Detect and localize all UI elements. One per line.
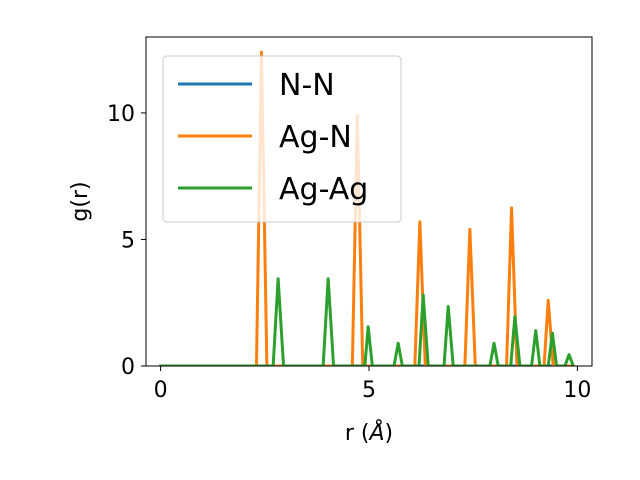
y-tick-label: 5	[121, 228, 135, 253]
tick-marks	[141, 112, 578, 371]
legend-label-n-n: N-N	[279, 68, 335, 103]
x-axis-label: r (Å)	[345, 419, 393, 446]
x-tick-label: 0	[154, 378, 168, 403]
x-axis-label-suffix: )	[385, 421, 394, 446]
x-tick-labels: 0 5 10	[154, 378, 592, 403]
y-tick-labels: 0 5 10	[107, 102, 135, 380]
series-line-ag-ag	[159, 277, 575, 366]
legend-label-ag-n: Ag-N	[279, 120, 352, 155]
x-tick-label: 10	[563, 378, 591, 403]
y-tick-label: 0	[121, 355, 135, 380]
legend-box	[162, 55, 402, 223]
y-axis-label: g(r)	[68, 181, 93, 221]
plot-area	[159, 50, 575, 366]
x-axis-label-unit: Å	[367, 419, 384, 446]
legend-label-ag-ag: Ag-Ag	[279, 172, 368, 207]
x-tick-label: 5	[362, 378, 376, 403]
legend-items: N-N Ag-N Ag-Ag	[178, 68, 368, 207]
x-axis-label-text: r (	[345, 421, 370, 446]
y-tick-label: 10	[107, 102, 135, 127]
legend: N-N Ag-N Ag-Ag	[162, 55, 402, 223]
